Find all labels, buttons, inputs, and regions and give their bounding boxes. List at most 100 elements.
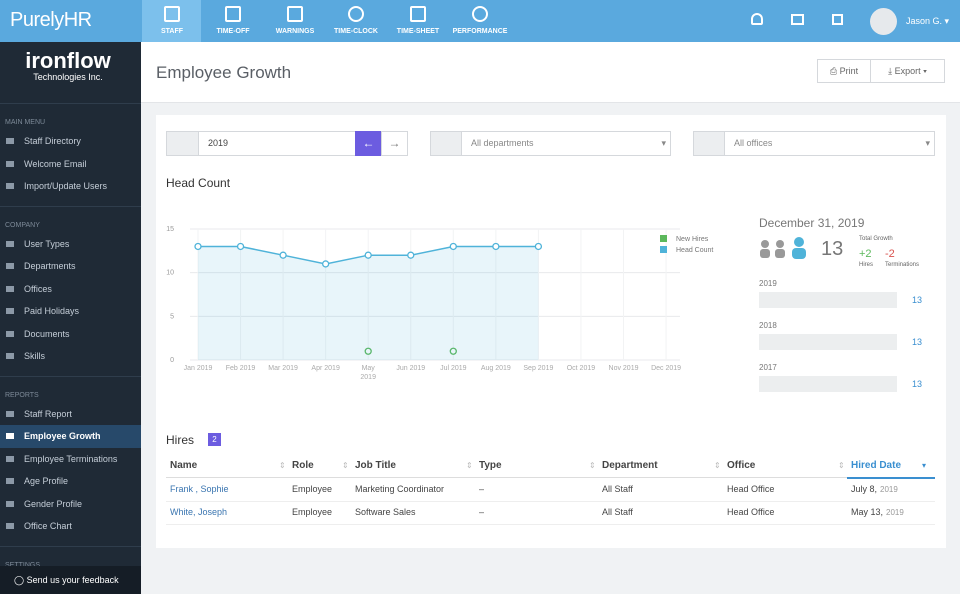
year-count[interactable]: 13 — [912, 295, 923, 305]
sort-icon: ⇕ — [838, 461, 845, 470]
menu-item[interactable]: Age Profile — [0, 470, 141, 493]
menu-item[interactable]: Employee Growth — [0, 425, 141, 448]
menu-item[interactable]: Skills — [0, 345, 141, 368]
column-header[interactable]: Department — [602, 460, 658, 471]
news-icon[interactable] — [791, 14, 804, 25]
menu-section: MAIN MENU Staff Directory Welcome Email Imp… — [0, 103, 141, 206]
section-label: COMPANY — [5, 221, 40, 229]
department-select[interactable]: All departments ▾ — [461, 131, 671, 156]
page-title: Employee Growth — [156, 63, 292, 82]
cell[interactable]: Frank , Sophie — [170, 484, 229, 494]
menu-icon — [6, 455, 14, 462]
menu-section: SETTINGS — [0, 545, 141, 567]
cell: May 13, 2019 — [851, 506, 904, 517]
menu-item[interactable]: Welcome Email — [0, 153, 141, 176]
menu-icon — [6, 523, 14, 529]
cell: July 8, 2019 — [851, 484, 898, 494]
user-name[interactable]: Jason G. ▾ — [906, 16, 950, 26]
nav-item[interactable]: TIME-OFF — [216, 28, 250, 35]
print-button[interactable]: ⎙ Print — [817, 59, 871, 83]
cell: Employee — [292, 484, 333, 494]
nav-icon — [348, 6, 364, 22]
point — [449, 242, 457, 251]
nav-item[interactable]: TIME-CLOCK — [334, 28, 378, 35]
menu-item[interactable]: Staff Report — [0, 403, 141, 426]
x-tick-label: Mar 2019 — [268, 365, 298, 372]
feedback[interactable]: ◯ Send us your feedback — [0, 566, 141, 594]
nav-item[interactable]: STAFF — [160, 28, 184, 35]
menu-item[interactable]: Gender Profile — [0, 493, 141, 516]
sort-icon: ⇕ — [466, 461, 473, 470]
menu-item[interactable]: Import/Update Users — [0, 175, 141, 198]
sort-icon: ⇕ — [342, 461, 349, 470]
menu-item[interactable]: User Types — [0, 233, 141, 256]
column-header[interactable]: Type — [479, 460, 502, 471]
menu-item[interactable]: Documents — [0, 323, 141, 346]
section-label: SETTINGS — [5, 561, 41, 567]
notifications[interactable] — [751, 13, 763, 25]
cell: Head Office — [727, 484, 775, 494]
nav-item[interactable]: WARNINGS — [275, 28, 315, 35]
x-tick-label: May 2019 — [360, 365, 376, 381]
sort-icon: ⇕ — [279, 461, 286, 470]
office-icon — [693, 131, 725, 156]
menu-icon — [6, 410, 14, 417]
menu-item[interactable]: Staff Directory — [0, 130, 141, 153]
sort-underline — [847, 477, 935, 479]
cell: – — [479, 506, 485, 517]
hires-label: Hires — [859, 262, 874, 268]
cell: Marketing Coordinator — [355, 484, 445, 494]
menu-item[interactable]: Departments — [0, 255, 141, 278]
export-label: Export — [894, 66, 921, 76]
menu-icon — [6, 353, 14, 359]
next-year[interactable]: → — [381, 131, 408, 156]
year-count[interactable]: 13 — [912, 379, 923, 389]
card — [156, 115, 946, 548]
column-header[interactable]: Role — [292, 460, 314, 471]
office-select[interactable]: All offices ▾ — [724, 131, 935, 156]
nav-item[interactable]: PERFORMANCE — [452, 28, 508, 35]
column-header[interactable]: Name — [170, 460, 198, 471]
menu-icon — [6, 308, 14, 314]
year-label: 2017 — [759, 363, 777, 372]
legend-swatch — [660, 246, 667, 253]
x-tick-label: Jan 2019 — [183, 365, 213, 372]
y-tick-label: 15 — [166, 226, 174, 233]
column-header[interactable]: Hired Date — [851, 460, 902, 471]
year-count[interactable]: 13 — [912, 337, 923, 347]
row-border — [166, 523, 935, 525]
column-header[interactable]: Office — [727, 460, 756, 471]
cell[interactable]: White, Joseph — [170, 506, 228, 517]
point — [194, 242, 202, 251]
menu-item[interactable]: Employee Terminations — [0, 448, 141, 471]
section-label: REPORTS — [5, 391, 39, 399]
avatar[interactable] — [870, 8, 897, 35]
menu-icon — [6, 478, 14, 484]
print-label: Print — [839, 66, 859, 76]
export-button[interactable]: ⤓ Export ▾ — [870, 59, 945, 83]
terminations-label: Terminations — [885, 262, 920, 268]
section-label: MAIN MENU — [5, 119, 46, 126]
column-header[interactable]: Job Title — [355, 460, 396, 471]
department-value: All departments — [471, 138, 534, 148]
year-input[interactable]: 2019 — [198, 131, 356, 156]
year-bar — [759, 292, 897, 308]
company-logo: ironflow Technologies Inc. — [8, 48, 128, 83]
cell-year: 2019 — [880, 485, 898, 494]
prev-year[interactable]: ← — [355, 131, 382, 156]
menu-icon — [6, 183, 14, 189]
company-name: ironflow — [25, 48, 111, 73]
hires-count: 2 — [208, 433, 221, 446]
chart-title: Head Count — [166, 176, 231, 190]
company-sub: Technologies Inc. — [33, 72, 103, 82]
row-border — [166, 501, 935, 502]
apps-icon[interactable] — [832, 14, 843, 25]
menu-item[interactable]: Offices — [0, 278, 141, 301]
logo[interactable]: PurelyHR — [10, 9, 92, 31]
menu-item[interactable]: Paid Holidays — [0, 300, 141, 323]
menu-section: COMPANY User Types Departments Offices Paid … — [0, 205, 141, 376]
nav-item[interactable]: TIME-SHEET — [396, 28, 440, 35]
menu-item[interactable]: Office Chart — [0, 515, 141, 538]
cell: Head Office — [727, 506, 775, 517]
